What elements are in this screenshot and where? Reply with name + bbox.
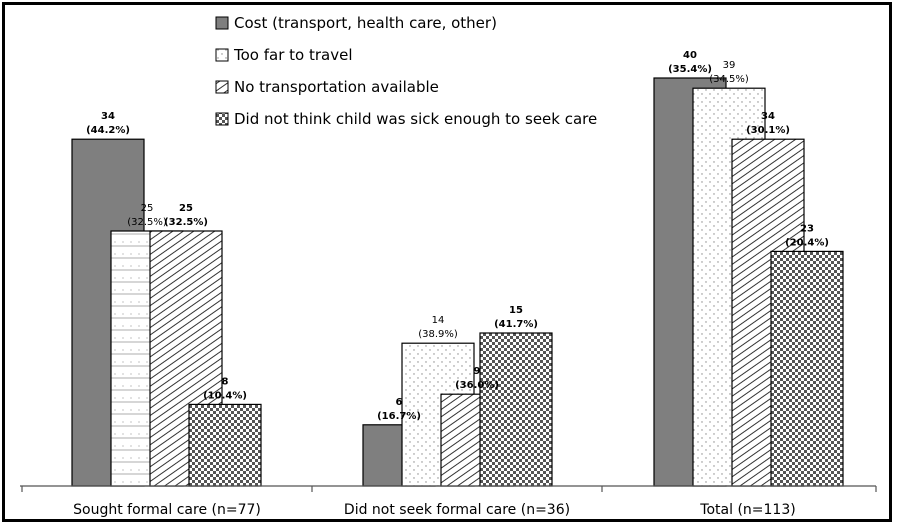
value-label-3-2: 23 [800, 223, 814, 234]
legend-swatch-1 [215, 48, 229, 62]
category-label-2: Total (n=113) [699, 502, 795, 518]
percent-label-0-1: (16.7%) [377, 411, 421, 422]
category-label-1: Did not seek formal care (n=36) [344, 502, 570, 518]
legend-swatch-3 [215, 112, 229, 126]
percent-label-2-0: (32.5%) [164, 217, 208, 228]
value-labels-layer: 34 (44.2%) 25 (32.5%) 25 (32.5%) 8 (10.4%) 6 (16.… [86, 50, 829, 422]
value-label-3-1: 15 [509, 305, 523, 316]
percent-label-1-0: (32.5%) [127, 217, 167, 228]
value-label-1-0: 25 [141, 203, 154, 214]
bars-layer [71, 77, 844, 487]
category-label-0: Sought formal care (n=77) [73, 502, 261, 518]
bar-3-1 [479, 332, 553, 487]
percent-label-1-2: (34.5%) [709, 74, 749, 85]
legend-label-0: Cost (transport, health care, other) [234, 14, 497, 32]
value-label-2-0: 25 [179, 203, 193, 214]
percent-label-3-0: (10.4%) [203, 390, 247, 401]
percent-label-1-1: (38.9%) [418, 329, 458, 340]
value-label-1-1: 14 [432, 315, 445, 326]
value-label-0-2: 40 [683, 50, 697, 61]
value-label-0-0: 34 [101, 111, 115, 122]
percent-label-3-1: (41.7%) [494, 319, 538, 330]
percent-label-0-2: (35.4%) [668, 64, 712, 75]
legend-label-1: Too far to travel [233, 46, 352, 64]
value-label-2-1: 9 [474, 366, 481, 377]
legend-label-3: Did not think child was sick enough to s… [234, 110, 597, 128]
value-label-2-2: 34 [761, 111, 775, 122]
value-label-0-1: 6 [396, 397, 403, 408]
percent-label-0-0: (44.2%) [86, 125, 130, 136]
percent-label-2-2: (30.1%) [746, 125, 790, 136]
legend-swatch-0 [215, 16, 229, 30]
percent-label-3-2: (20.4%) [785, 237, 829, 248]
x-axis: Sought formal care (n=77) Did not seek fo… [20, 485, 877, 518]
bar-3-2 [770, 250, 844, 487]
legend: Cost (transport, health care, other) Too … [215, 14, 597, 128]
bar-3-0 [188, 403, 262, 487]
value-label-1-2: 39 [723, 60, 736, 71]
value-label-3-0: 8 [222, 376, 229, 387]
percent-label-2-1: (36.0%) [455, 380, 499, 391]
legend-swatch-2 [215, 80, 229, 94]
legend-label-2: No transportation available [234, 78, 439, 96]
